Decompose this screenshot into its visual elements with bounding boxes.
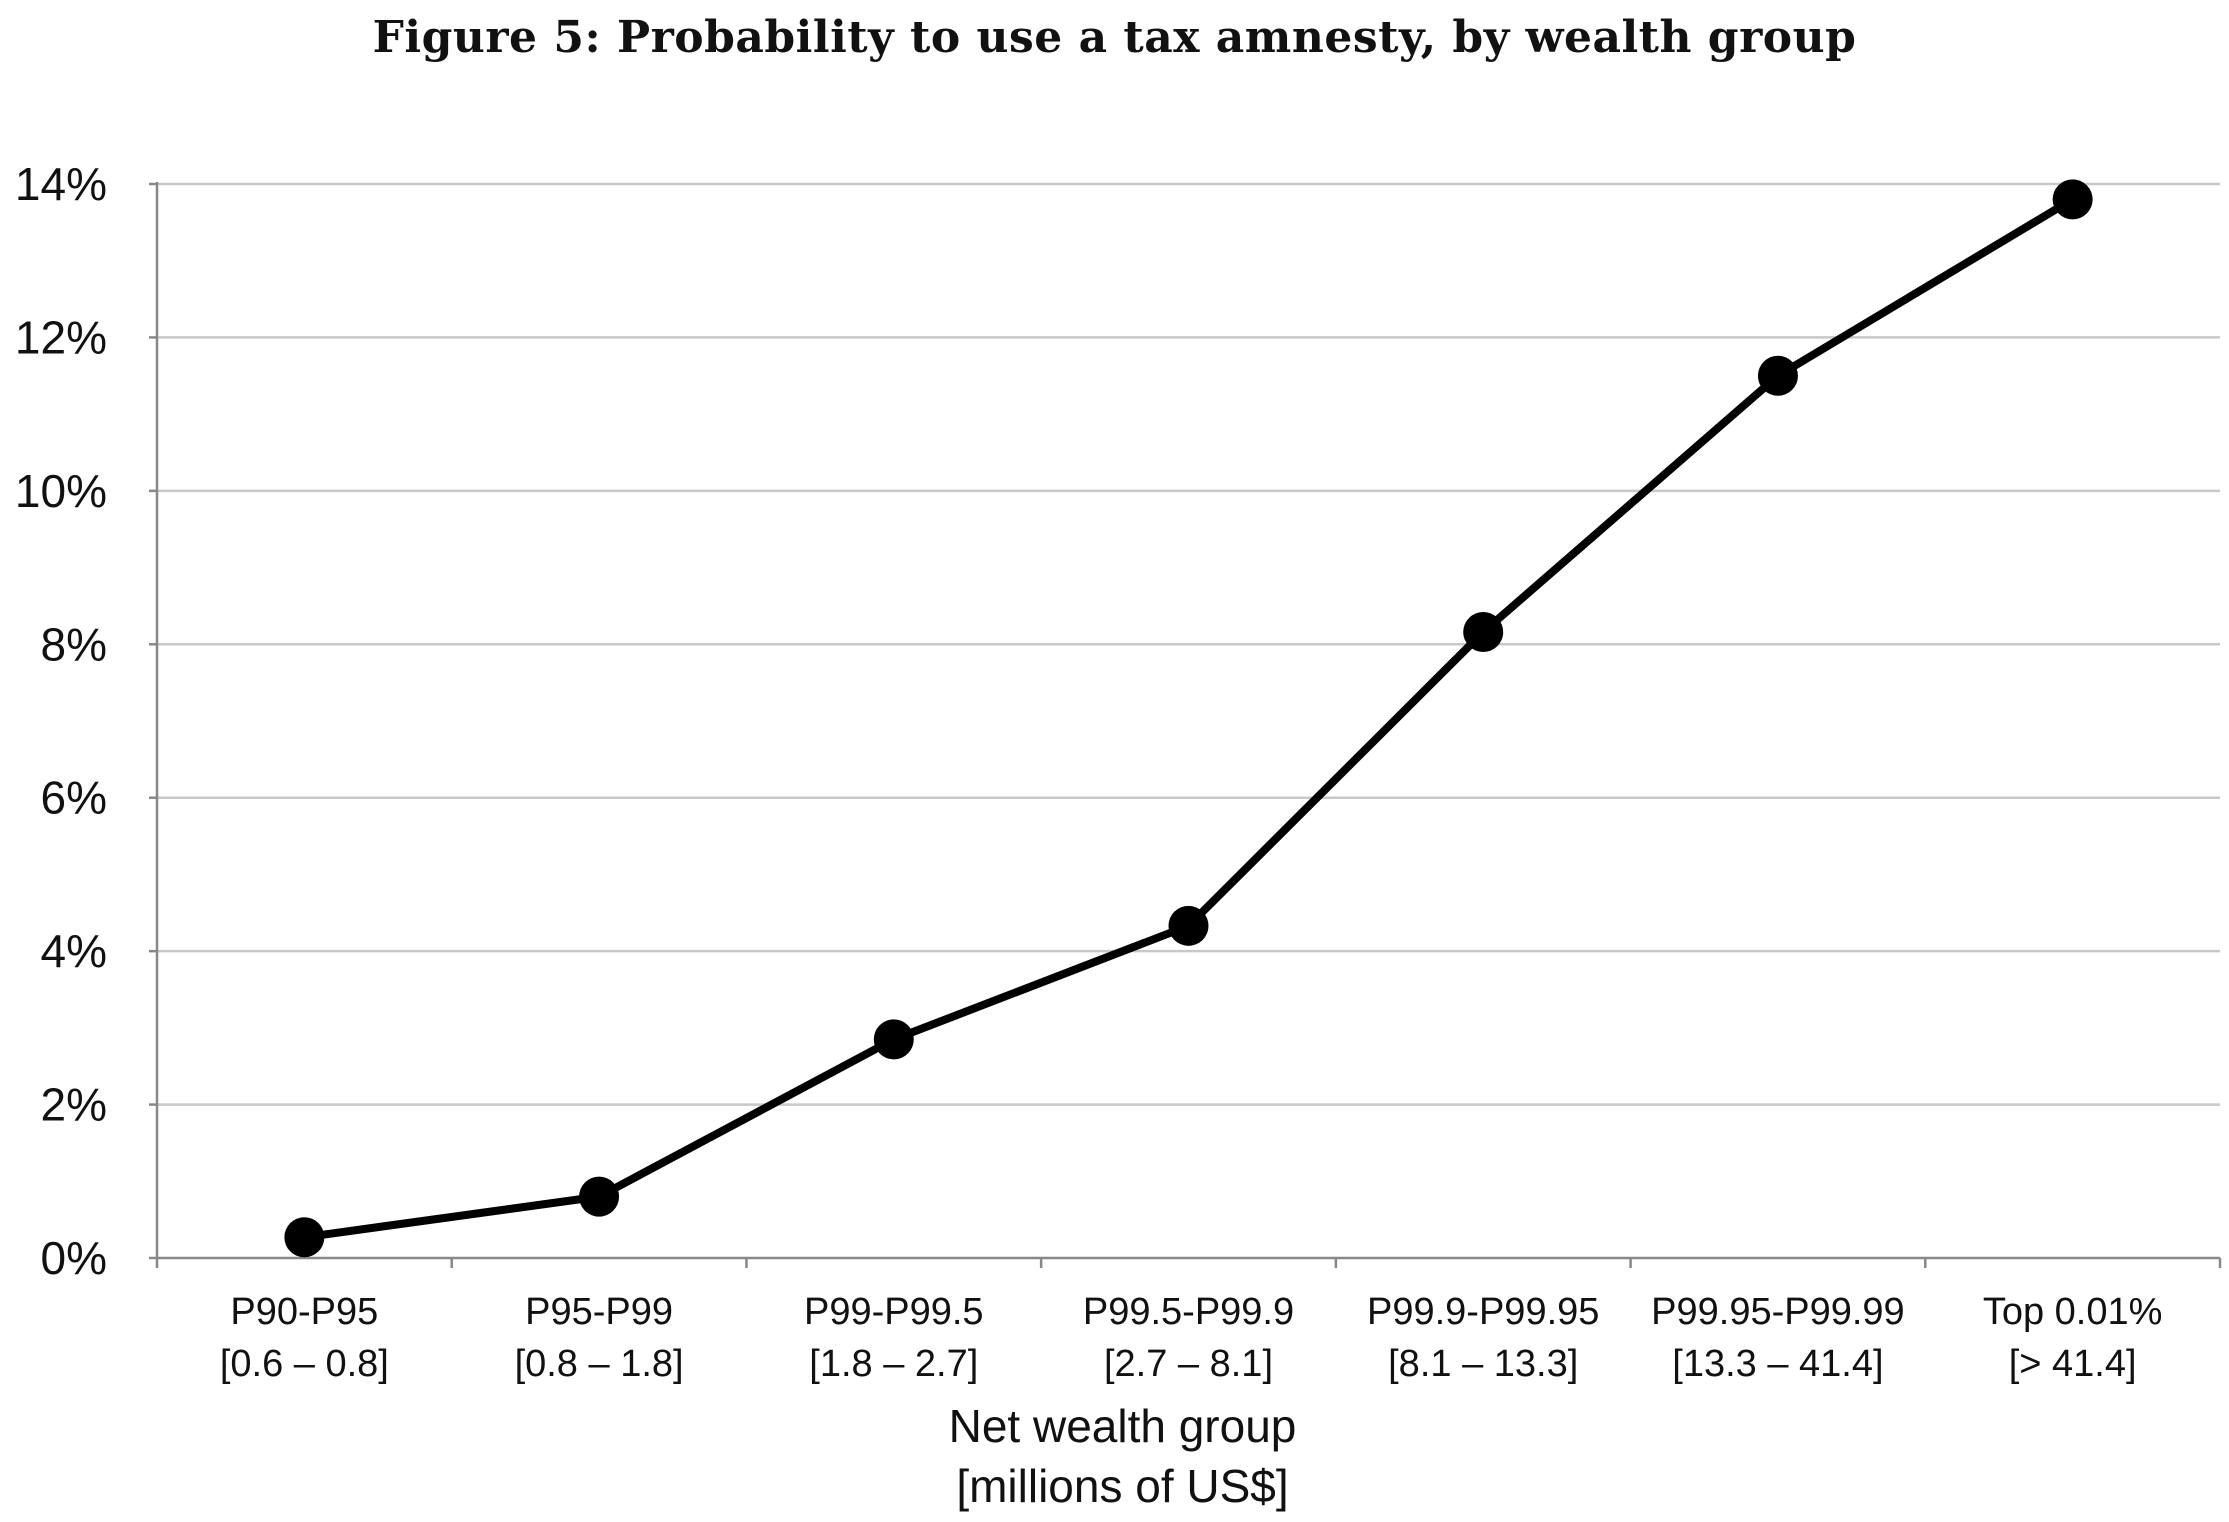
y-tick-label: 0%	[41, 1232, 107, 1284]
data-point	[873, 1019, 914, 1060]
x-tick-label: [13.3 – 41.4]	[1672, 1343, 1883, 1385]
x-axis-title: Net wealth group	[949, 1400, 1297, 1452]
y-tick-label: 2%	[41, 1079, 107, 1131]
x-tick-label: [> 41.4]	[2009, 1343, 2137, 1385]
data-point	[2052, 179, 2093, 220]
data-point	[1757, 355, 1798, 396]
y-tick-label: 6%	[41, 772, 107, 824]
series-line	[303, 195, 2075, 1242]
data-point	[284, 1217, 325, 1258]
x-axis-title: [millions of US$]	[956, 1460, 1288, 1512]
x-tick-label: P95-P99	[525, 1291, 673, 1333]
data-point	[579, 1176, 620, 1217]
data-point	[1168, 905, 1209, 946]
y-tick-label: 8%	[41, 618, 107, 670]
x-tick-label: [0.8 – 1.8]	[515, 1343, 684, 1385]
x-tick-label: P99.95-P99.99	[1651, 1291, 1905, 1333]
data-point	[1463, 612, 1504, 653]
y-tick-label: 12%	[15, 311, 107, 363]
x-tick-label: Top 0.01%	[1983, 1291, 2163, 1333]
y-tick-label: 4%	[41, 925, 107, 977]
y-tick-label: 14%	[15, 158, 107, 210]
x-tick-label: P90-P95	[230, 1291, 378, 1333]
x-tick-label: [2.7 – 8.1]	[1104, 1343, 1273, 1385]
x-tick-label: P99.9-P99.95	[1367, 1291, 1599, 1333]
figure-title: Figure 5: Probability to use a tax amnes…	[372, 12, 1857, 63]
x-tick-label: [1.8 – 2.7]	[809, 1343, 978, 1385]
x-tick-label: [8.1 – 13.3]	[1388, 1343, 1578, 1385]
x-tick-label: P99-P99.5	[804, 1291, 984, 1333]
x-tick-label: [0.6 – 0.8]	[220, 1343, 389, 1385]
x-tick-label: P99.5-P99.9	[1083, 1291, 1294, 1333]
y-tick-label: 10%	[15, 465, 107, 517]
